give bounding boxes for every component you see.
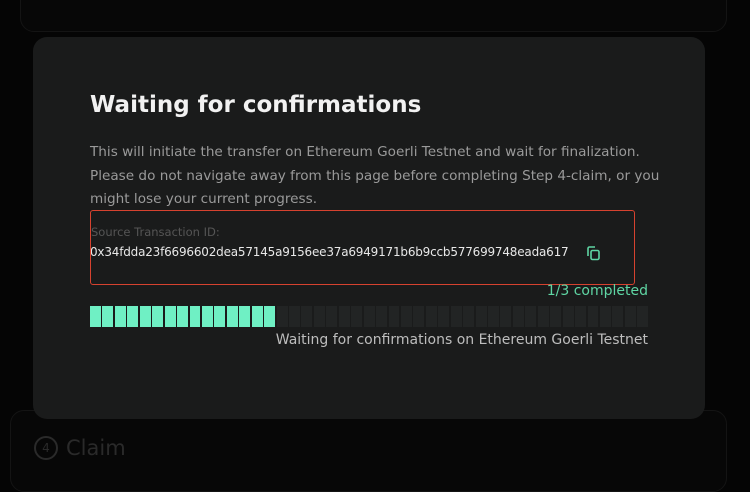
progress-segment-empty <box>550 306 562 327</box>
progress-segment-empty <box>612 306 624 327</box>
progress-segment-empty <box>599 306 611 327</box>
progress-segment-empty <box>512 306 524 327</box>
progress-segment-filled <box>177 306 188 327</box>
source-tx-id[interactable]: 0x34fdda23f6696602dea57145a9156ee37a6949… <box>90 245 569 259</box>
progress-segment-filled <box>239 306 251 327</box>
progress-segment-empty <box>388 306 400 327</box>
progress-segment-empty <box>376 306 387 327</box>
progress-segment-empty <box>450 306 462 327</box>
progress-segment-empty <box>587 306 599 327</box>
progress-segment-empty <box>624 306 636 327</box>
progress-segment-empty <box>488 306 499 327</box>
progress-segment-empty <box>289 306 300 327</box>
progress-segment-empty <box>500 306 512 327</box>
progress-segment-filled <box>114 306 126 327</box>
progress-segment-filled <box>264 306 276 327</box>
progress-segment-empty <box>363 306 375 327</box>
progress-segment-empty <box>463 306 475 327</box>
progress-segment-empty <box>301 306 313 327</box>
modal-description: This will initiate the transfer on Ether… <box>90 144 660 207</box>
step-number: 4 <box>34 436 58 460</box>
progress-segment-filled <box>189 306 201 327</box>
progress-segment-empty <box>276 306 288 327</box>
progress-segment-filled <box>164 306 176 327</box>
progress-segment-filled <box>152 306 164 327</box>
progress-segment-filled <box>251 306 263 327</box>
copy-icon[interactable] <box>585 245 601 261</box>
background-card-top <box>20 0 727 32</box>
progress-segment-empty <box>475 306 487 327</box>
modal-title: Waiting for confirmations <box>90 92 422 118</box>
progress-segment-empty <box>351 306 363 327</box>
progress-segment-filled <box>201 306 213 327</box>
progress-segment-empty <box>400 306 412 327</box>
progress-segment-filled <box>226 306 238 327</box>
progress-segment-empty <box>575 306 586 327</box>
step-label: Claim <box>66 436 126 460</box>
progress-segment-filled <box>139 306 151 327</box>
step-4-claim: 4 Claim <box>34 436 126 460</box>
progress-segment-empty <box>425 306 437 327</box>
progress-segment-empty <box>637 306 649 327</box>
progress-segment-empty <box>438 306 450 327</box>
progress-segment-empty <box>326 306 338 327</box>
source-transaction-box: Source Transaction ID: 0x34fdda23f669660… <box>90 210 635 285</box>
progress-segment-empty <box>338 306 350 327</box>
progress-segment-empty <box>537 306 549 327</box>
progress-segment-empty <box>313 306 325 327</box>
progress-segment-empty <box>562 306 574 327</box>
progress-segment-filled <box>214 306 226 327</box>
progress-segment-empty <box>413 306 425 327</box>
progress-segment-filled <box>102 306 114 327</box>
progress-segment-filled <box>127 306 139 327</box>
progress-segment-filled <box>90 306 101 327</box>
progress-segment-empty <box>525 306 537 327</box>
confirmation-modal: Waiting for confirmations This will init… <box>33 37 705 419</box>
status-text: Waiting for confirmations on Ethereum Go… <box>275 332 648 348</box>
completed-count: 1/3 completed <box>546 283 648 299</box>
confirmation-progress-bar <box>90 306 649 327</box>
source-tx-label: Source Transaction ID: <box>91 225 220 239</box>
